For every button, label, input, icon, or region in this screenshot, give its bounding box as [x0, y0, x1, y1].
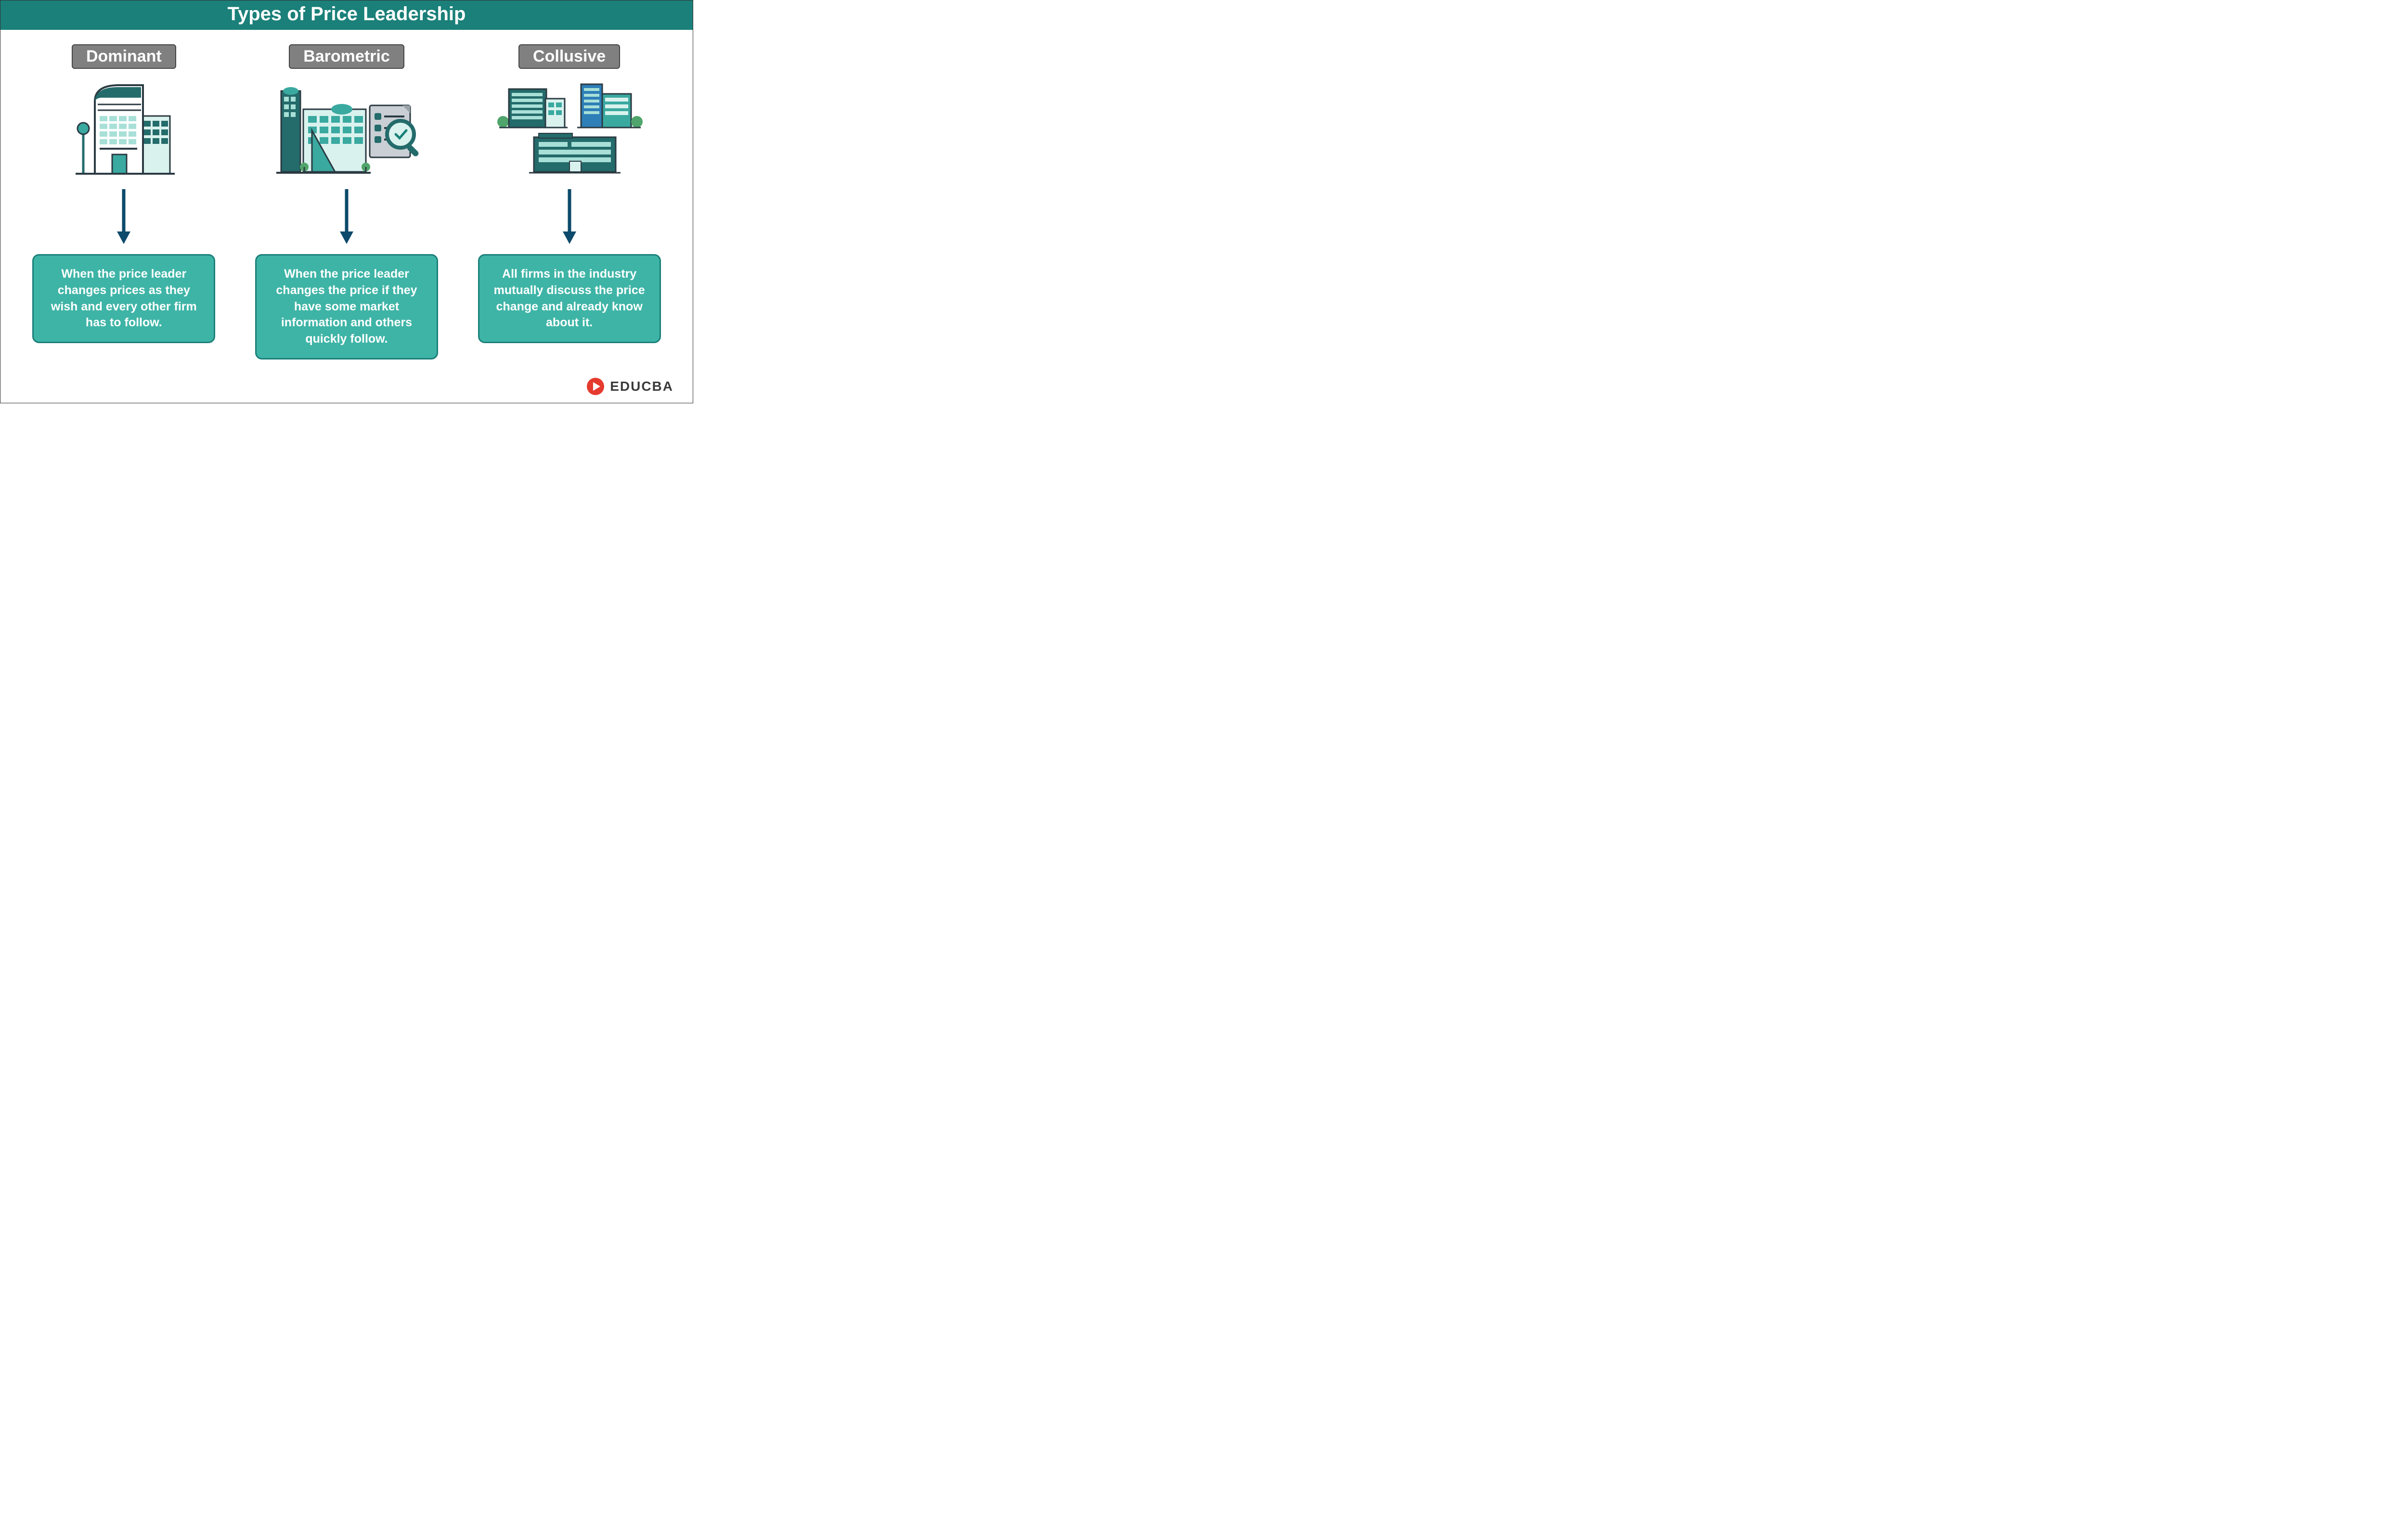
- arrow-icon: [114, 187, 133, 247]
- desc-collusive: All firms in the industry mutually discu…: [478, 254, 661, 343]
- single-building-icon: [66, 77, 181, 179]
- logo-text: EDUCBA: [610, 379, 673, 394]
- label-collusive: Collusive: [518, 44, 620, 69]
- label-barometric: Barometric: [289, 44, 404, 69]
- page-title-bar: Types of Price Leadership: [0, 0, 693, 30]
- desc-collusive-text: All firms in the industry mutually discu…: [494, 267, 645, 329]
- column-collusive: Collusive: [473, 44, 666, 359]
- desc-barometric-text: When the price leader changes the price …: [276, 267, 417, 346]
- label-collusive-text: Collusive: [533, 47, 606, 65]
- play-icon: [586, 377, 605, 396]
- desc-dominant-text: When the price leader changes prices as …: [51, 267, 197, 329]
- label-barometric-text: Barometric: [303, 47, 390, 65]
- desc-dominant: When the price leader changes prices as …: [32, 254, 215, 343]
- column-barometric: Barometric: [250, 44, 443, 359]
- arrow-icon: [337, 187, 356, 247]
- educba-logo: EDUCBA: [586, 377, 673, 396]
- page-title: Types of Price Leadership: [228, 3, 466, 25]
- label-dominant-text: Dominant: [86, 47, 162, 65]
- arrow-icon: [560, 187, 579, 247]
- multiple-buildings-icon: [492, 77, 647, 179]
- column-dominant: Dominant: [27, 44, 220, 359]
- columns-container: Dominant: [0, 30, 693, 359]
- label-dominant: Dominant: [72, 44, 176, 69]
- desc-barometric: When the price leader changes the price …: [255, 254, 438, 359]
- buildings-magnifier-icon: [270, 77, 424, 179]
